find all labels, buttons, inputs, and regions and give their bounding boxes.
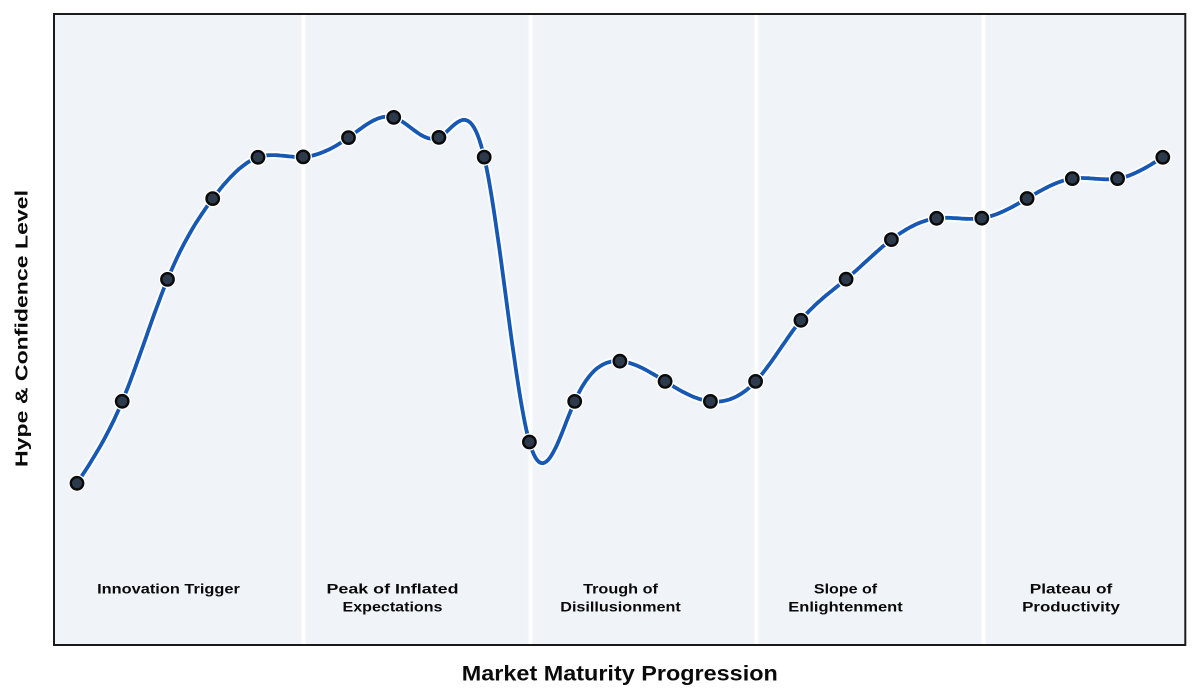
svg-text:Productivity: Productivity [1022, 600, 1120, 615]
svg-text:Trough of: Trough of [583, 582, 658, 597]
svg-text:Innovation Trigger: Innovation Trigger [97, 582, 241, 597]
svg-text:Market Maturity Progression: Market Maturity Progression [462, 662, 778, 686]
svg-text:Disillusionment: Disillusionment [560, 600, 681, 615]
svg-text:Plateau of: Plateau of [1030, 582, 1113, 597]
svg-text:Expectations: Expectations [343, 600, 443, 615]
svg-text:Slope of: Slope of [814, 582, 878, 597]
svg-text:Enlightenment: Enlightenment [788, 600, 903, 615]
svg-text:Hype & Confidence Level: Hype & Confidence Level [12, 190, 32, 467]
svg-text:Peak of Inflated: Peak of Inflated [327, 582, 459, 597]
